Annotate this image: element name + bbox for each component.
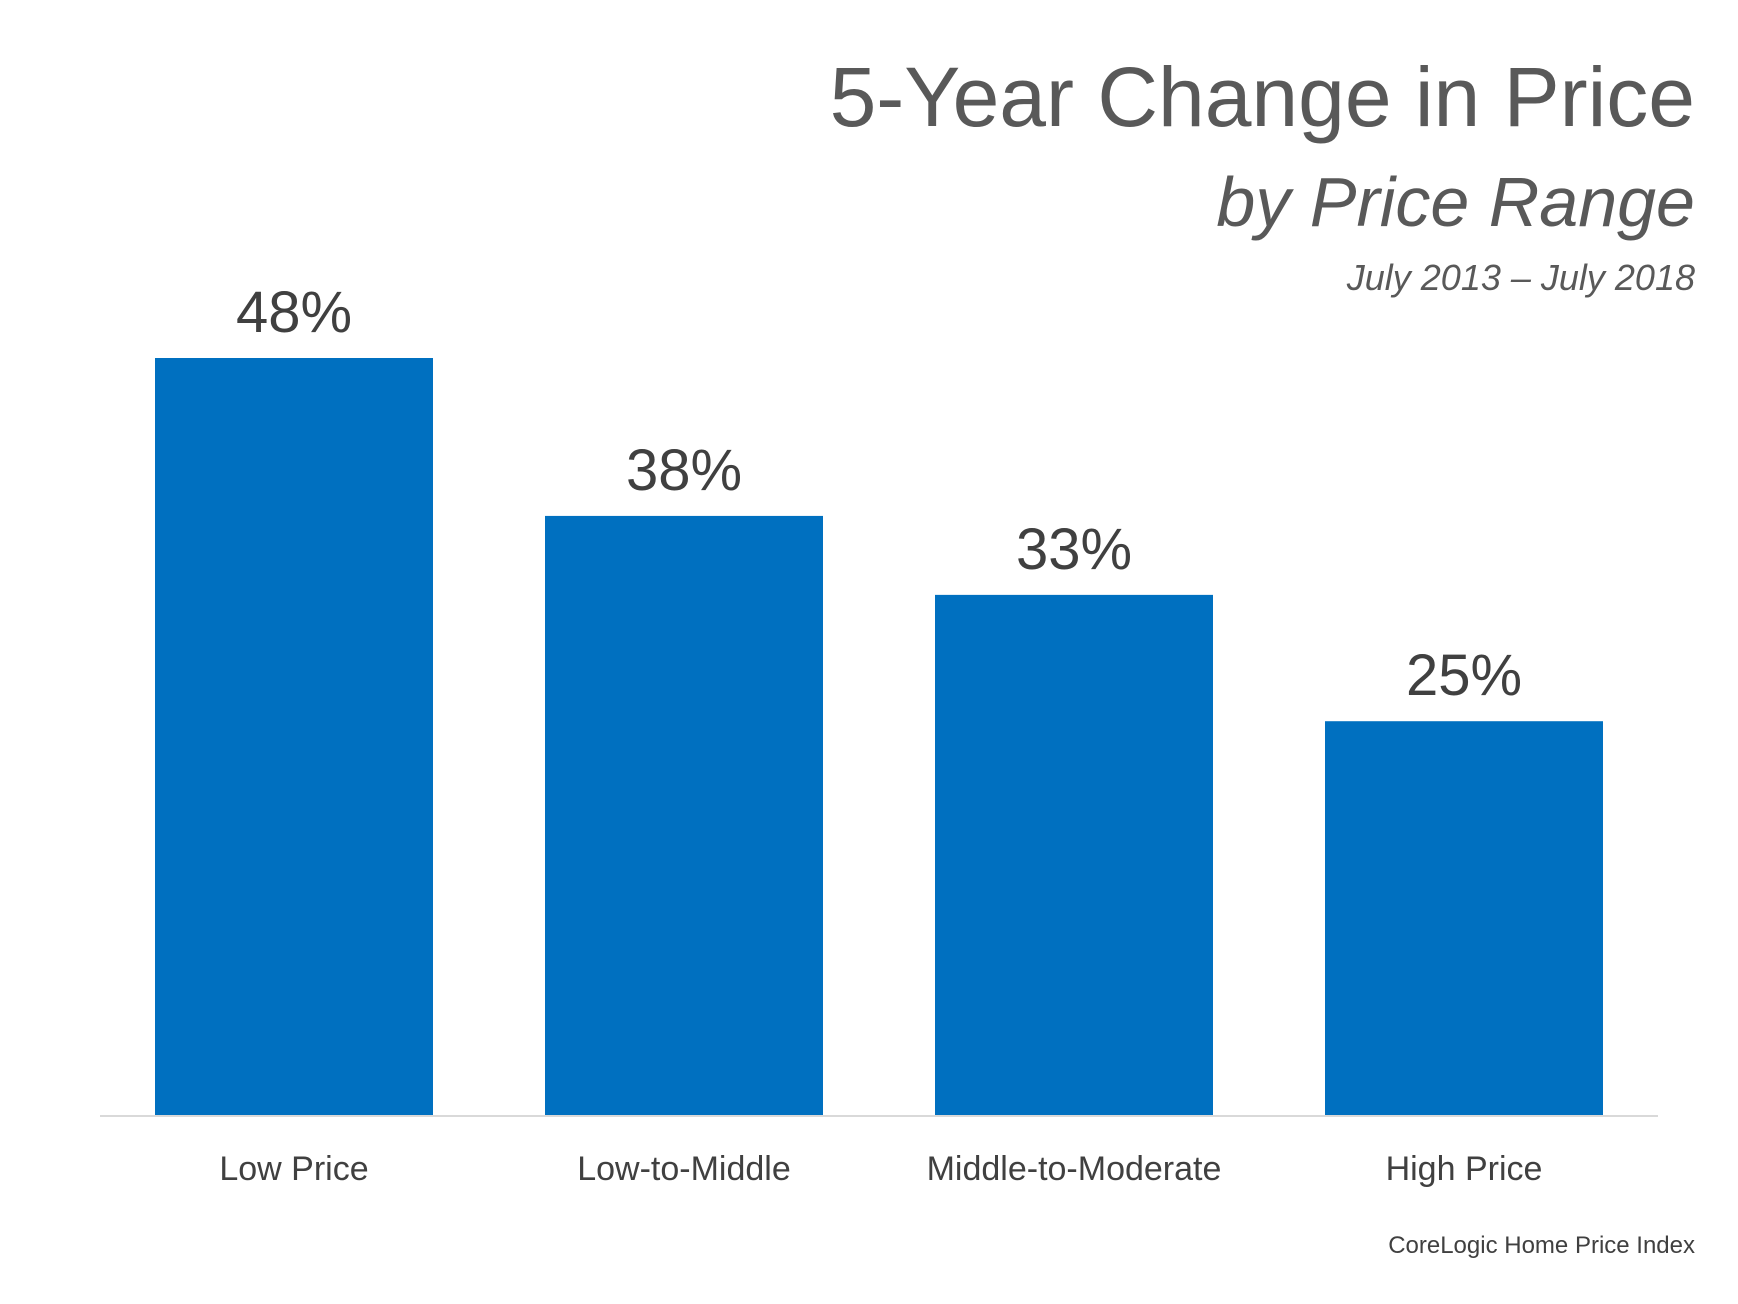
x-tick-label: High Price xyxy=(1386,1150,1543,1188)
bars-group xyxy=(155,358,1603,1116)
chart-subtitle: by Price Range xyxy=(1216,163,1695,241)
bar-high-price xyxy=(1325,721,1603,1116)
x-tick-label: Low-to-Middle xyxy=(577,1150,791,1188)
chart-title: 5-Year Change in Price xyxy=(830,50,1695,144)
chart-period: July 2013 – July 2018 xyxy=(1346,257,1695,298)
category-axis-labels: Low Price Low-to-Middle Middle-to-Moderate… xyxy=(219,1150,1542,1188)
data-label: 48% xyxy=(236,280,352,345)
data-label: 25% xyxy=(1406,643,1522,708)
x-tick-label: Low Price xyxy=(219,1150,368,1188)
bar-middle-to-moderate xyxy=(935,594,1213,1116)
x-tick-label: Middle-to-Moderate xyxy=(927,1150,1222,1188)
bar-low-to-middle xyxy=(545,515,823,1116)
data-label: 33% xyxy=(1016,517,1132,582)
source-note: CoreLogic Home Price Index xyxy=(1388,1232,1695,1259)
data-label: 38% xyxy=(626,438,742,503)
value-labels-group: 48% 38% 33% 25% xyxy=(236,280,1522,708)
bar-low-price xyxy=(155,358,433,1116)
